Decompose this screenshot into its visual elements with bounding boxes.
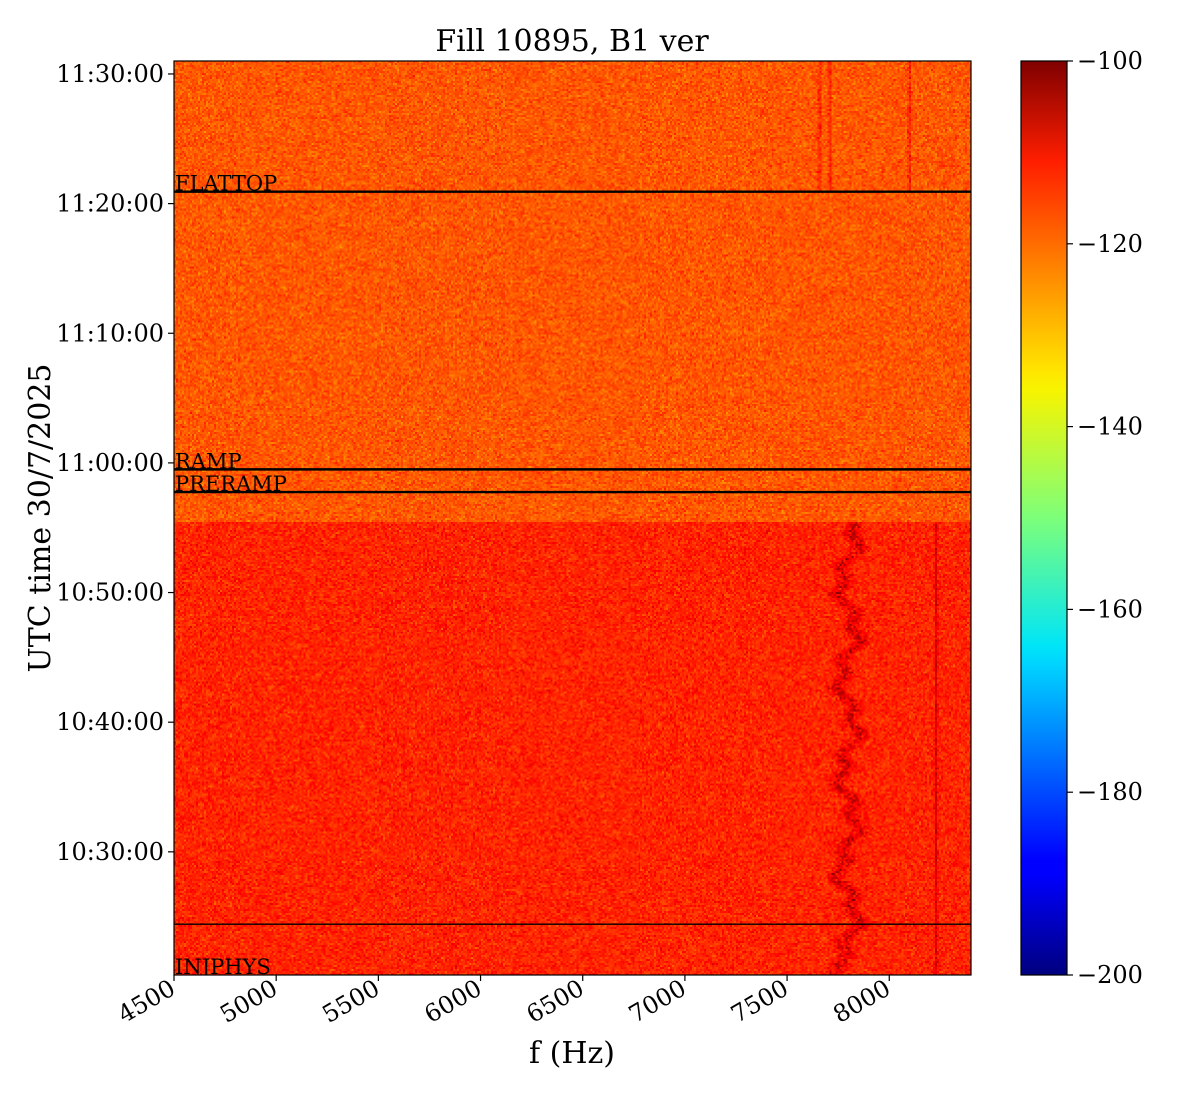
x-tick-label: 6000 <box>420 974 487 1029</box>
colorbar-frame <box>1020 60 1068 976</box>
y-tick-label: 11:00:00 <box>56 449 164 477</box>
heatmap-image <box>174 61 971 975</box>
y-axis-ticks: 10:30:00 10:40:00 10:50:00 11:00:00 11:10:00… <box>56 60 174 866</box>
colorbar <box>1021 61 1067 975</box>
y-tick-label: 11:10:00 <box>56 319 164 347</box>
y-tick-label: 11:30:00 <box>56 60 164 88</box>
x-tick-label: 6500 <box>522 974 589 1029</box>
y-tick-label: 11:20:00 <box>56 190 164 218</box>
x-axis-label: f (Hz) <box>529 1036 615 1071</box>
colorbar-tick-label: −120 <box>1077 230 1143 258</box>
x-axis-ticks: 4500 5000 5500 6000 6500 7000 7500 8000 <box>113 974 895 1029</box>
y-tick-label: 10:40:00 <box>56 708 164 736</box>
colorbar-tick-label: −180 <box>1077 778 1143 806</box>
phase-marker-label: PRERAMP <box>175 472 287 496</box>
phase-marker-label: FLATTOP <box>175 172 277 196</box>
plot-frame <box>173 60 972 976</box>
x-tick-label: 5500 <box>317 974 384 1029</box>
y-axis-label: UTC time 30/7/2025 <box>23 364 58 673</box>
colorbar-ticks: −100 −120 −140 −160 −180 −200 <box>1067 47 1143 989</box>
x-tick-label: 7000 <box>624 974 691 1029</box>
x-tick-label: 5000 <box>215 974 282 1029</box>
phase-marker-label: INJPHYS <box>175 955 271 979</box>
chart-title: Fill 10895, B1 ver <box>435 24 709 59</box>
colorbar-tick-label: −160 <box>1077 595 1143 623</box>
colorbar-tick-label: −140 <box>1077 413 1143 441</box>
x-tick-label: 8000 <box>828 974 895 1029</box>
colorbar-tick-label: −200 <box>1077 961 1143 989</box>
y-tick-label: 10:50:00 <box>56 579 164 607</box>
x-tick-label: 7500 <box>726 974 793 1029</box>
phase-marker-label: RAMP <box>175 449 242 473</box>
y-tick-label: 10:30:00 <box>56 838 164 866</box>
x-tick-label: 4500 <box>113 974 180 1029</box>
colorbar-tick-label: −100 <box>1077 47 1143 75</box>
